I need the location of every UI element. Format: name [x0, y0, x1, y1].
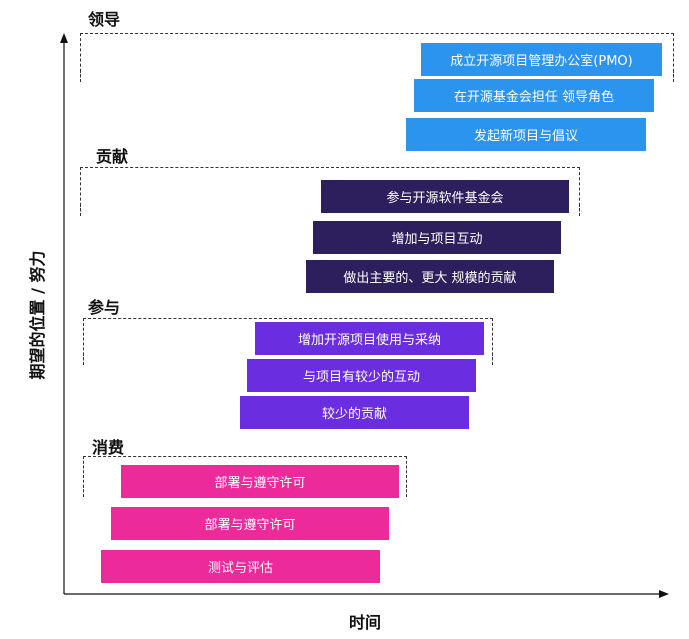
bar-leadership-1: 成立开源项目管理办公室(PMO) — [421, 43, 662, 76]
y-axis-label: 期望的位置 / 努力 — [28, 250, 47, 380]
bar-label: 增加开源项目使用与采纳 — [297, 333, 441, 348]
bar-participation-1: 增加开源项目使用与采纳 — [255, 322, 484, 355]
bar-participation-2: 与项目有较少的互动 — [247, 359, 476, 392]
bar-leadership-2: 在开源基金会担任 领导角色 — [414, 79, 654, 112]
group-title-participation: 参与 — [88, 298, 121, 317]
bar-contribution-1: 参与开源软件基金会 — [321, 180, 569, 213]
bar-contribution-2: 增加与项目互动 — [313, 221, 561, 254]
bar-consumption-1: 部署与遵守许可 — [121, 465, 399, 498]
bar-label: 部署与遵守许可 — [214, 476, 306, 491]
bar-label: 增加与项目互动 — [391, 232, 483, 247]
bar-label: 与项目有较少的互动 — [302, 370, 420, 385]
group-title-leadership: 领导 — [88, 10, 121, 29]
bar-label: 较少的贡献 — [321, 407, 387, 422]
x-axis-arrow — [659, 590, 669, 598]
group-box-consumption — [83, 456, 407, 497]
bar-label: 发起新项目与倡议 — [473, 129, 578, 144]
y-axis-arrow — [60, 33, 68, 43]
x-axis-label: 时间 — [349, 613, 382, 632]
bar-label: 成立开源项目管理办公室(PMO) — [450, 54, 633, 69]
bar-leadership-3: 发起新项目与倡议 — [406, 118, 646, 151]
bar-label: 部署与遵守许可 — [204, 518, 296, 533]
bar-label: 在开源基金会担任 领导角色 — [453, 90, 615, 105]
bar-consumption-2: 部署与遵守许可 — [111, 507, 389, 540]
group-box-participation — [83, 318, 493, 365]
bar-label: 做出主要的、更大 规模的贡献 — [343, 271, 517, 286]
group-box-contribution — [80, 167, 580, 216]
bar-consumption-3: 测试与评估 — [101, 550, 380, 583]
group-title-contribution: 贡献 — [96, 147, 129, 166]
group-box-leadership — [80, 33, 674, 82]
bar-label: 测试与评估 — [207, 561, 273, 576]
group-title-consumption: 消费 — [92, 438, 125, 457]
bar-contribution-3: 做出主要的、更大 规模的贡献 — [306, 260, 554, 293]
bar-participation-3: 较少的贡献 — [240, 396, 469, 429]
bar-label: 参与开源软件基金会 — [386, 191, 504, 206]
